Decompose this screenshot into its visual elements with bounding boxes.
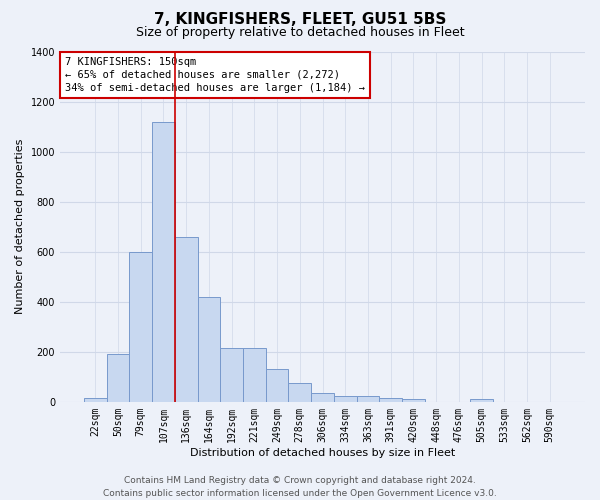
Bar <box>84 398 107 402</box>
Bar <box>130 252 152 402</box>
Bar <box>197 296 220 402</box>
Bar <box>334 396 356 402</box>
Bar <box>266 370 289 402</box>
Text: Size of property relative to detached houses in Fleet: Size of property relative to detached ho… <box>136 26 464 39</box>
Bar <box>220 348 243 402</box>
Bar <box>470 400 493 402</box>
Y-axis label: Number of detached properties: Number of detached properties <box>15 139 25 314</box>
Bar <box>311 393 334 402</box>
Bar <box>356 396 379 402</box>
Bar <box>289 383 311 402</box>
Text: Contains HM Land Registry data © Crown copyright and database right 2024.
Contai: Contains HM Land Registry data © Crown c… <box>103 476 497 498</box>
Bar <box>402 400 425 402</box>
Bar <box>175 236 197 402</box>
Bar <box>243 348 266 402</box>
Text: 7 KINGFISHERS: 150sqm
← 65% of detached houses are smaller (2,272)
34% of semi-d: 7 KINGFISHERS: 150sqm ← 65% of detached … <box>65 57 365 93</box>
Text: 7, KINGFISHERS, FLEET, GU51 5BS: 7, KINGFISHERS, FLEET, GU51 5BS <box>154 12 446 28</box>
X-axis label: Distribution of detached houses by size in Fleet: Distribution of detached houses by size … <box>190 448 455 458</box>
Bar <box>107 354 130 402</box>
Bar <box>152 122 175 402</box>
Bar <box>379 398 402 402</box>
